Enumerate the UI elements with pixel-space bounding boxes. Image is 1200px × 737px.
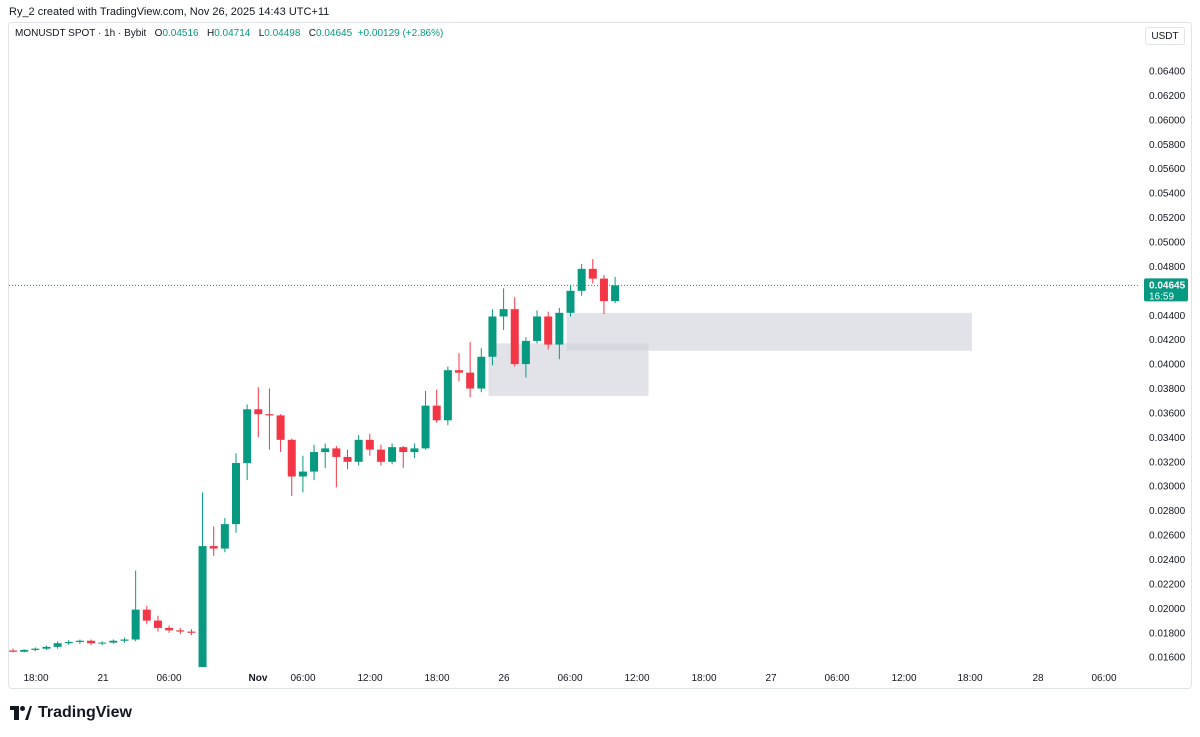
currency-button[interactable]: USDT	[1145, 27, 1185, 45]
chart-frame	[8, 22, 1192, 689]
chart-caption: Ry_2 created with TradingView.com, Nov 2…	[9, 6, 330, 18]
low-value: 0.04498	[264, 28, 301, 39]
brand-name: TradingView	[38, 704, 132, 721]
close-value: 0.04645	[315, 28, 353, 39]
close-key: C	[308, 28, 316, 39]
change-value: +0.00129 (+2.86%)	[357, 28, 444, 39]
high-key: H	[206, 28, 215, 39]
high-value: 0.04714	[214, 28, 251, 39]
brand[interactable]: TradingView	[10, 704, 132, 722]
symbol-label[interactable]: MONUSDT SPOT · 1h · Bybit	[15, 28, 147, 39]
low-key: L	[258, 28, 265, 39]
open-key: O	[154, 28, 163, 39]
ohlc-legend: MONUSDT SPOT · 1h · Bybit O0.04516 H0.04…	[15, 28, 443, 39]
open-value: 0.04516	[162, 28, 199, 39]
tradingview-logo-icon	[10, 706, 32, 720]
